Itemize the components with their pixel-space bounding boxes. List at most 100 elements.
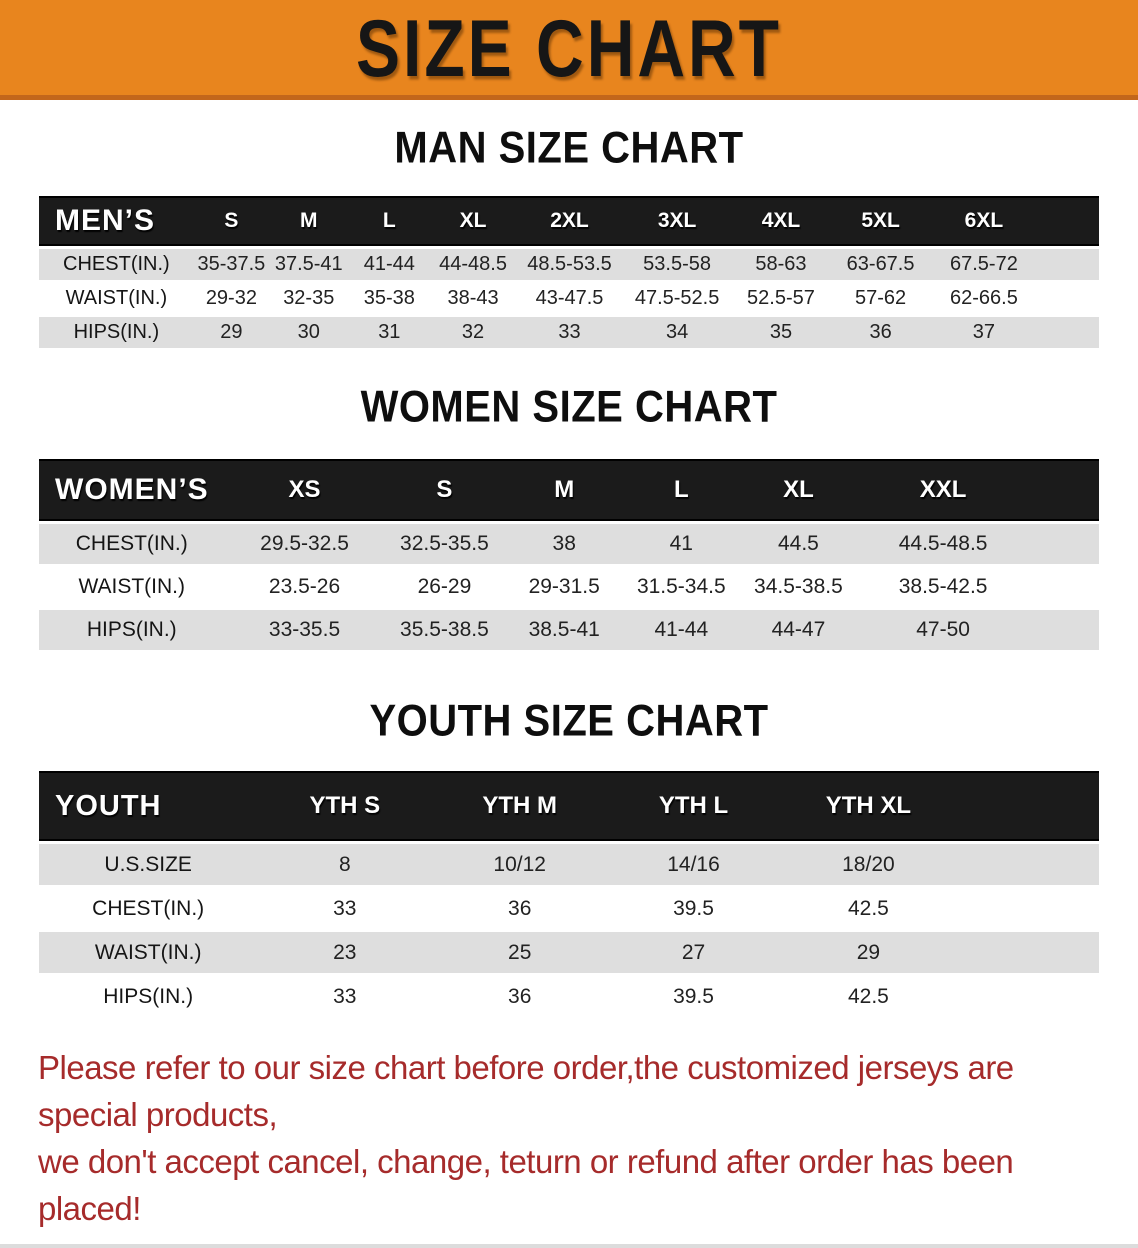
size-value: 41: [624, 524, 739, 564]
size-value: 25: [432, 932, 608, 973]
size-value: 35: [731, 317, 831, 348]
size-value: 37.5-41: [269, 249, 349, 280]
size-value: 42.5: [779, 888, 957, 929]
size-value: 29-32: [193, 283, 270, 314]
size-value: 47.5-52.5: [623, 283, 732, 314]
spacer-cell: [956, 844, 1099, 885]
spacer-cell: [956, 771, 1099, 841]
size-value: 27: [607, 932, 780, 973]
size-value: 39.5: [607, 888, 780, 929]
size-value: 29.5-32.5: [224, 524, 385, 564]
size-value: 48.5-53.5: [515, 249, 624, 280]
size-value: 38: [504, 524, 625, 564]
size-value: 8: [257, 844, 433, 885]
table-row: U.S.SIZE 8 10/12 14/16 18/20: [39, 844, 1099, 885]
size-value: 31.5-34.5: [624, 567, 739, 607]
spacer-cell: [1037, 317, 1099, 348]
size-value: 57-62: [830, 283, 931, 314]
youth-size-table-corner-label: YOUTH: [39, 771, 258, 841]
mens-size-table-header-row: MEN’S S M L XL 2XL 3XL 4XL 5XL 6XL: [39, 196, 1099, 246]
size-value: 33: [257, 976, 433, 1017]
size-value: 33: [515, 317, 624, 348]
size-chart-banner: SIZE CHART: [0, 0, 1138, 100]
column-header: 2XL: [515, 196, 624, 246]
size-value: 41-44: [624, 610, 739, 650]
size-value: 36: [432, 888, 608, 929]
women-section: WOMEN SIZE CHART WOMEN’S XS S M L XL XXL CHEST(…: [0, 382, 1138, 653]
size-value: 23.5-26: [224, 567, 385, 607]
table-row: HIPS(IN.) 33-35.5 35.5-38.5 38.5-41 41-44 44-…: [39, 610, 1099, 650]
size-value: 32: [430, 317, 516, 348]
column-header: 5XL: [830, 196, 931, 246]
size-value: 35.5-38.5: [384, 610, 505, 650]
size-value: 30: [269, 317, 349, 348]
size-value: 42.5: [779, 976, 957, 1017]
column-header: XS: [224, 459, 385, 521]
spacer-cell: [956, 976, 1099, 1017]
womens-size-table: WOMEN’S XS S M L XL XXL CHEST(IN.) 29.5-32.5 32.5…: [39, 456, 1099, 653]
column-header: M: [269, 196, 349, 246]
size-value: 43-47.5: [515, 283, 624, 314]
size-value: 47-50: [858, 610, 1028, 650]
order-policy-line-2: we don't accept cancel, change, teturn o…: [38, 1143, 1014, 1227]
size-value: 35-38: [348, 283, 431, 314]
size-value: 44.5-48.5: [858, 524, 1028, 564]
spacer-cell: [1027, 524, 1099, 564]
size-value: 62-66.5: [930, 283, 1038, 314]
spacer-cell: [1027, 567, 1099, 607]
size-value: 44-48.5: [430, 249, 516, 280]
column-header: L: [624, 459, 739, 521]
column-header: S: [193, 196, 270, 246]
row-label: CHEST(IN.): [39, 249, 194, 280]
column-header: XL: [738, 459, 859, 521]
column-header: L: [348, 196, 431, 246]
youth-section-heading: YOUTH SIZE CHART: [369, 696, 769, 746]
men-section-heading: MAN SIZE CHART: [394, 123, 744, 173]
mens-size-table: MEN’S S M L XL 2XL 3XL 4XL 5XL 6XL CHEST(IN.) 35-37…: [39, 193, 1099, 351]
women-section-heading: WOMEN SIZE CHART: [360, 382, 778, 432]
column-header: YTH S: [257, 771, 433, 841]
size-value: 36: [432, 976, 608, 1017]
size-value: 35-37.5: [193, 249, 270, 280]
table-row: HIPS(IN.) 33 36 39.5 42.5: [39, 976, 1099, 1017]
size-value: 29-31.5: [504, 567, 625, 607]
size-value: 44.5: [738, 524, 859, 564]
column-header: XXL: [858, 459, 1028, 521]
size-value: 58-63: [731, 249, 831, 280]
spacer-cell: [956, 888, 1099, 929]
table-row: WAIST(IN.) 23.5-26 26-29 29-31.5 31.5-34.5 34…: [39, 567, 1099, 607]
row-label: WAIST(IN.): [39, 283, 194, 314]
size-value: 33-35.5: [224, 610, 385, 650]
column-header: M: [504, 459, 625, 521]
spacer-cell: [956, 932, 1099, 973]
womens-size-table-corner-label: WOMEN’S: [39, 459, 225, 521]
table-row: HIPS(IN.) 29 30 31 32 33 34 35 36 37: [39, 317, 1099, 348]
column-header: 4XL: [731, 196, 831, 246]
size-value: 38.5-42.5: [858, 567, 1028, 607]
size-value: 34.5-38.5: [738, 567, 859, 607]
size-value: 38-43: [430, 283, 516, 314]
table-row: CHEST(IN.) 33 36 39.5 42.5: [39, 888, 1099, 929]
mens-size-table-corner-label: MEN’S: [39, 196, 194, 246]
column-header: 6XL: [930, 196, 1038, 246]
size-value: 26-29: [384, 567, 505, 607]
size-value: 23: [257, 932, 433, 973]
table-row: WAIST(IN.) 23 25 27 29: [39, 932, 1099, 973]
size-value: 53.5-58: [623, 249, 732, 280]
column-header: YTH L: [607, 771, 780, 841]
size-value: 41-44: [348, 249, 431, 280]
size-value: 37: [930, 317, 1038, 348]
column-header: YTH M: [432, 771, 608, 841]
row-label: CHEST(IN.): [39, 888, 258, 929]
size-value: 14/16: [607, 844, 780, 885]
size-value: 29: [779, 932, 957, 973]
spacer-cell: [1037, 196, 1099, 246]
size-value: 18/20: [779, 844, 957, 885]
size-value: 31: [348, 317, 431, 348]
column-header: XL: [430, 196, 516, 246]
spacer-cell: [1037, 249, 1099, 280]
youth-section: YOUTH SIZE CHART YOUTH YTH S YTH M YTH L YTH…: [0, 696, 1138, 1020]
row-label: WAIST(IN.): [39, 932, 258, 973]
bottom-divider: [0, 1244, 1138, 1248]
size-value: 38.5-41: [504, 610, 625, 650]
